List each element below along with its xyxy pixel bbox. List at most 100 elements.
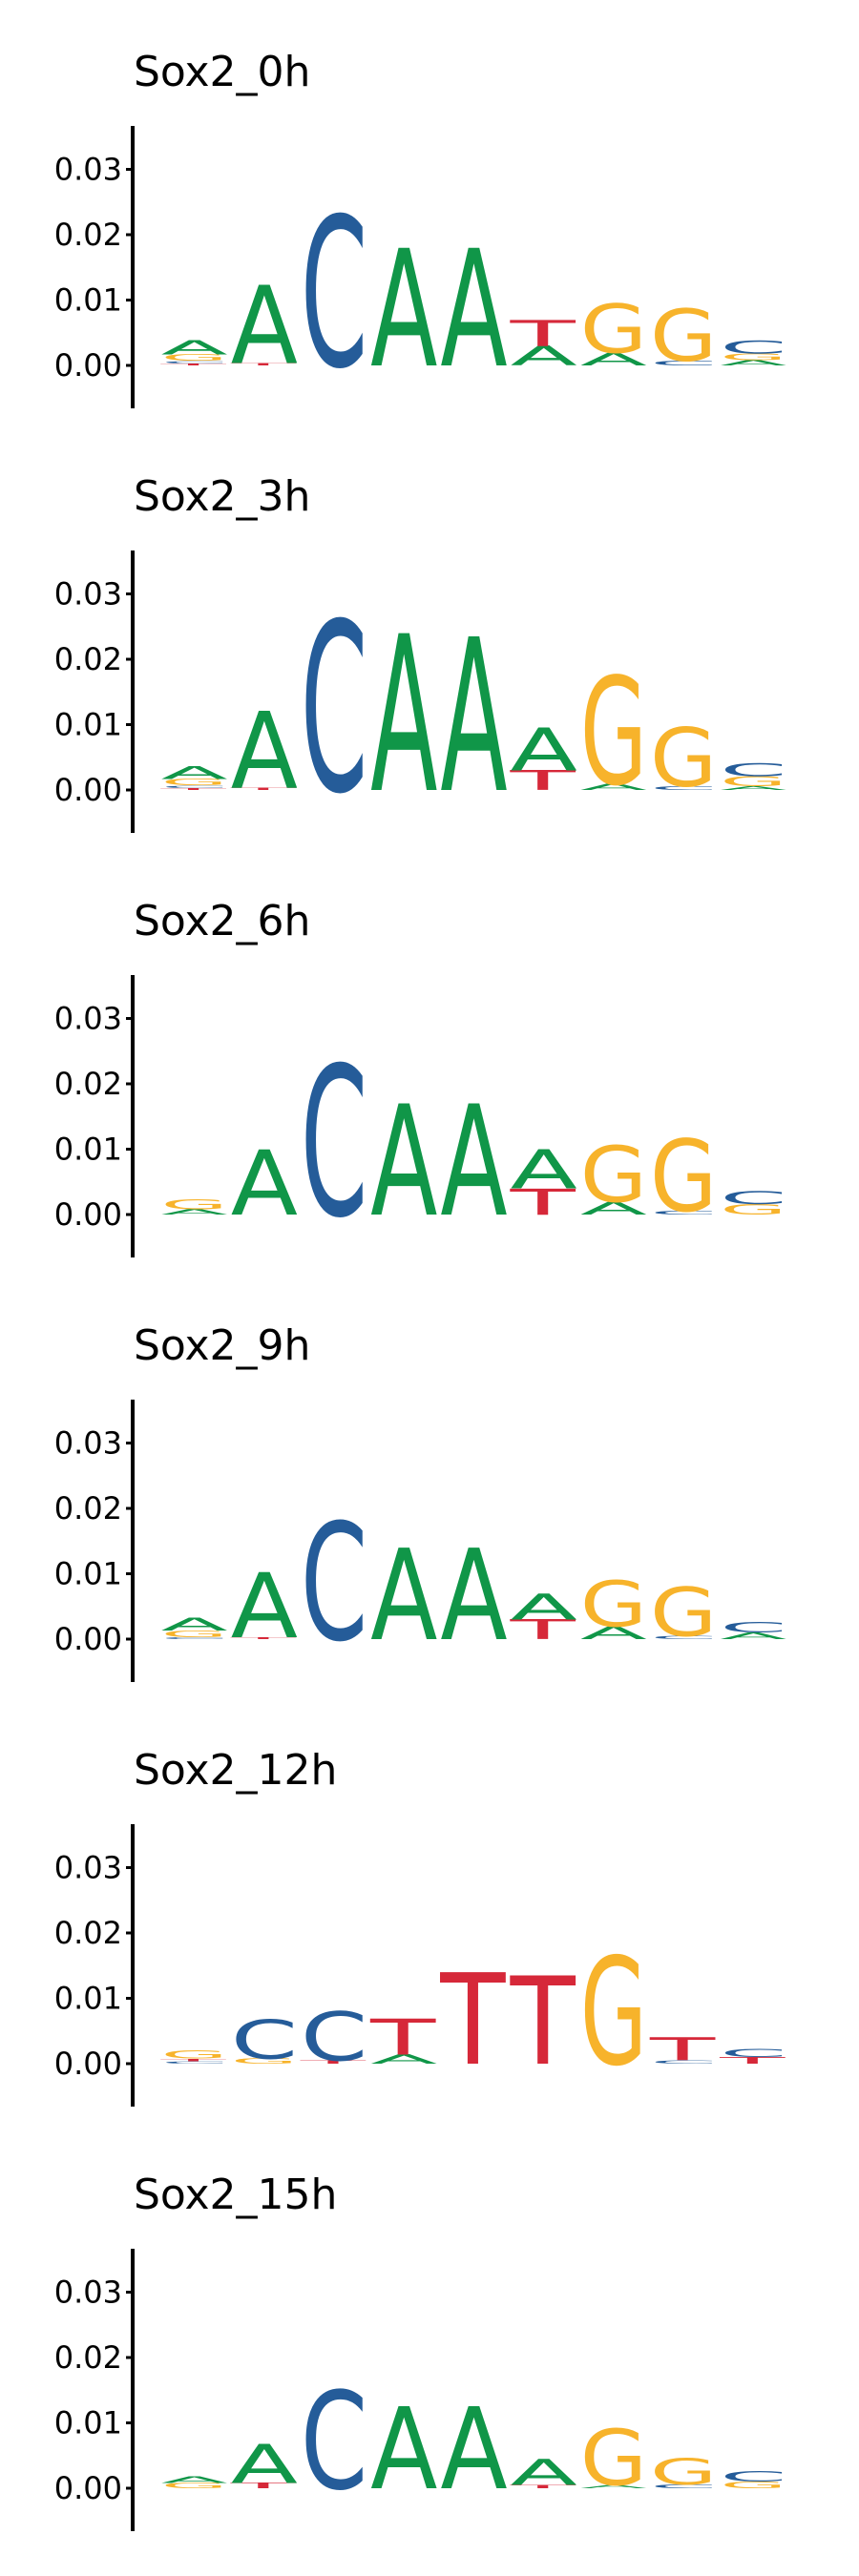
logo-position: A — [370, 2385, 437, 2515]
logo-position: TC — [719, 2047, 787, 2066]
logo-letter-a: A — [370, 217, 437, 405]
logo-position: C — [301, 575, 367, 846]
logo-letter-g: G — [580, 1568, 647, 1641]
logo-position: TA — [509, 1138, 577, 1223]
logo-letter-c: C — [720, 338, 786, 359]
logo-position: A — [440, 594, 507, 841]
logo-letter-c: C — [160, 784, 227, 788]
logo-position: CG — [650, 295, 717, 379]
y-tick-label: 0.03 — [54, 576, 122, 613]
logo-letter-t: T — [229, 1636, 297, 1639]
logo-letter-g: G — [580, 2416, 647, 2504]
logo-letter-a: A — [440, 1522, 507, 1669]
logo-position: C — [301, 1489, 367, 1677]
logo-letter-c: C — [720, 2047, 786, 2060]
logo-position: TA — [509, 2452, 577, 2494]
logo-letter-a: A — [231, 264, 298, 389]
logo-letter-c: C — [720, 2468, 786, 2485]
logo-position: CG — [650, 2452, 717, 2493]
logo-position: A — [440, 1522, 507, 1669]
logo-letter-c: C — [720, 1188, 786, 1209]
logo-letter-c: C — [720, 759, 786, 780]
logo-position: GA — [160, 2475, 227, 2490]
logo-letter-t: T — [509, 765, 576, 797]
logo-letter-c: C — [650, 1210, 717, 1216]
logo-letter-a: A — [370, 1522, 437, 1669]
logo-position: CT — [649, 2032, 718, 2068]
logo-letter-a: A — [720, 785, 787, 792]
y-tick-label: 0.03 — [54, 152, 122, 188]
logo-letter-t: T — [510, 1952, 576, 2093]
y-tick-label: 0.00 — [54, 347, 122, 384]
logo-position: AC — [720, 1619, 786, 1641]
logo-letter-a: A — [580, 2484, 648, 2489]
logo-letter-c: C — [160, 360, 227, 364]
logo-position: AT — [369, 2008, 438, 2067]
logo-letter-g: G — [720, 1201, 786, 1217]
logo-position: TA — [229, 1555, 298, 1659]
logo-letter-c: C — [231, 2009, 298, 2072]
logo-letter-a: A — [231, 2433, 298, 2496]
logo-letter-t: T — [509, 2484, 576, 2489]
logo-letter-a: A — [511, 717, 578, 784]
logo-letter-g: G — [580, 1926, 647, 2099]
y-tick-label: 0.03 — [54, 2275, 122, 2311]
y-tick-label: 0.01 — [54, 282, 122, 319]
logo-position: TA — [229, 2433, 298, 2496]
logo-position: A — [370, 1522, 437, 1669]
y-tick-label: 0.00 — [54, 1621, 122, 1657]
y-tick-label: 0.03 — [54, 1425, 122, 1462]
y-tick-label: 0.01 — [54, 1132, 122, 1168]
logo-letter-a: A — [160, 1208, 228, 1216]
logo-letter-c: C — [650, 785, 717, 792]
y-tick-label: 0.00 — [54, 1196, 122, 1233]
logo-position: C — [301, 175, 367, 414]
logo-letter-c: C — [160, 1636, 227, 1639]
y-tick-label: 0.00 — [54, 2470, 122, 2506]
logo-position: A — [370, 1072, 437, 1251]
logo-letter-a: A — [580, 349, 647, 370]
logo-letter-t: T — [649, 2032, 717, 2068]
logo-letter-a: A — [231, 1132, 298, 1236]
logo-letter-c: C — [301, 575, 367, 846]
logo-letter-g: G — [720, 2480, 786, 2490]
logo-letter-t: T — [719, 2055, 786, 2066]
logo-position: GC — [720, 2468, 786, 2490]
logo-letter-a: A — [160, 2475, 227, 2485]
logo-position: AG — [580, 291, 647, 369]
logo-position: AT — [509, 313, 577, 372]
logo-position: CG — [650, 712, 717, 805]
logo-position: A — [370, 217, 437, 405]
logo-letter-c: C — [301, 175, 367, 414]
logo-letter-g: G — [650, 712, 717, 805]
logo-letter-a: A — [370, 2052, 437, 2067]
y-tick-label: 0.02 — [54, 1490, 122, 1527]
y-tick-label: 0.01 — [54, 1556, 122, 1592]
logo-position: A — [440, 217, 507, 405]
logo-position: TA — [229, 264, 298, 389]
logo-letter-g: G — [231, 2057, 298, 2066]
y-tick-label: 0.00 — [54, 2046, 122, 2082]
y-tick-label: 0.01 — [54, 2405, 122, 2441]
logo-position: TA — [229, 691, 298, 814]
logo-letter-a: A — [440, 594, 507, 841]
logo-letter-a: A — [160, 1614, 227, 1635]
logo-letter-a: A — [370, 592, 437, 842]
logo-letter-a: A — [440, 217, 507, 405]
panel-title: Sox2_6h — [134, 897, 310, 945]
logo-position: GC — [720, 1188, 786, 1218]
logo-letter-g: G — [580, 1132, 647, 1220]
logo-letter-g: G — [580, 291, 647, 369]
logo-position: CG — [650, 1119, 717, 1234]
logo-letter-g: G — [720, 774, 786, 789]
logo-position: C — [301, 2363, 367, 2521]
y-tick-label: 0.02 — [54, 1066, 122, 1102]
logo-position: CTG — [159, 2048, 228, 2065]
logo-letter-t: T — [509, 313, 576, 355]
logo-position: A — [440, 1072, 507, 1251]
panel-title: Sox2_12h — [134, 1746, 337, 1795]
logo-position: GC — [231, 2009, 298, 2072]
